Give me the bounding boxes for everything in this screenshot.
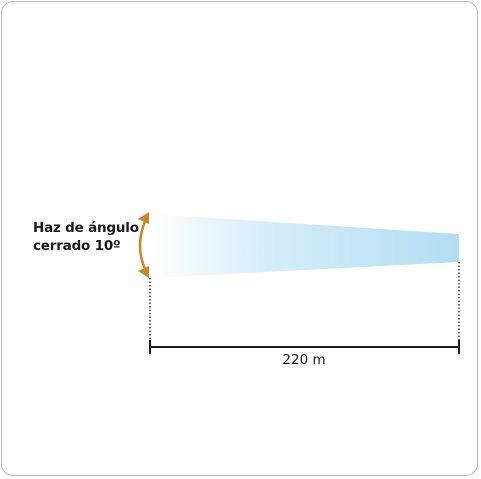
distance-dimension-line [149,340,460,354]
light-beam [150,214,459,278]
beam-angle-arrow-icon [138,212,149,278]
beam-angle-label-line2: cerrado 10º [33,238,121,254]
distance-label: 220 m [282,352,326,368]
beam-angle-label-line1: Haz de ángulo [33,220,139,236]
